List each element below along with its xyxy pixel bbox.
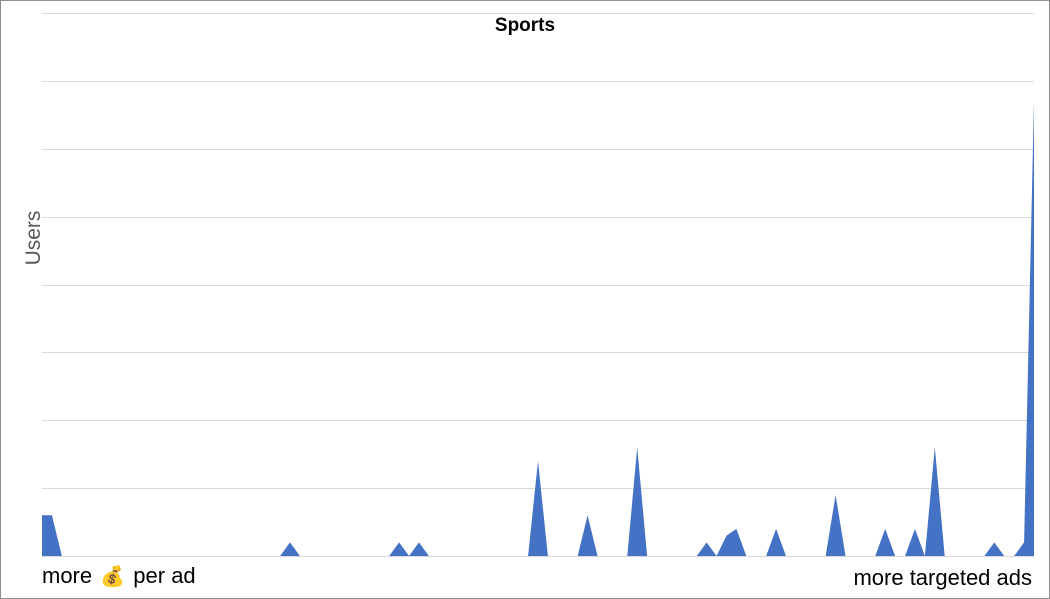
money-bag-icon: 💰 (100, 564, 126, 588)
x-axis-right-label: more targeted ads (853, 565, 1032, 590)
x-axis-left-label: more 💰 per ad (42, 563, 196, 589)
chart-title: Sports (494, 15, 556, 36)
x-left-label-after: per ad (133, 563, 196, 588)
x-left-label-before: more (42, 563, 93, 588)
gridlines (42, 13, 1034, 557)
series-area (42, 101, 1034, 557)
